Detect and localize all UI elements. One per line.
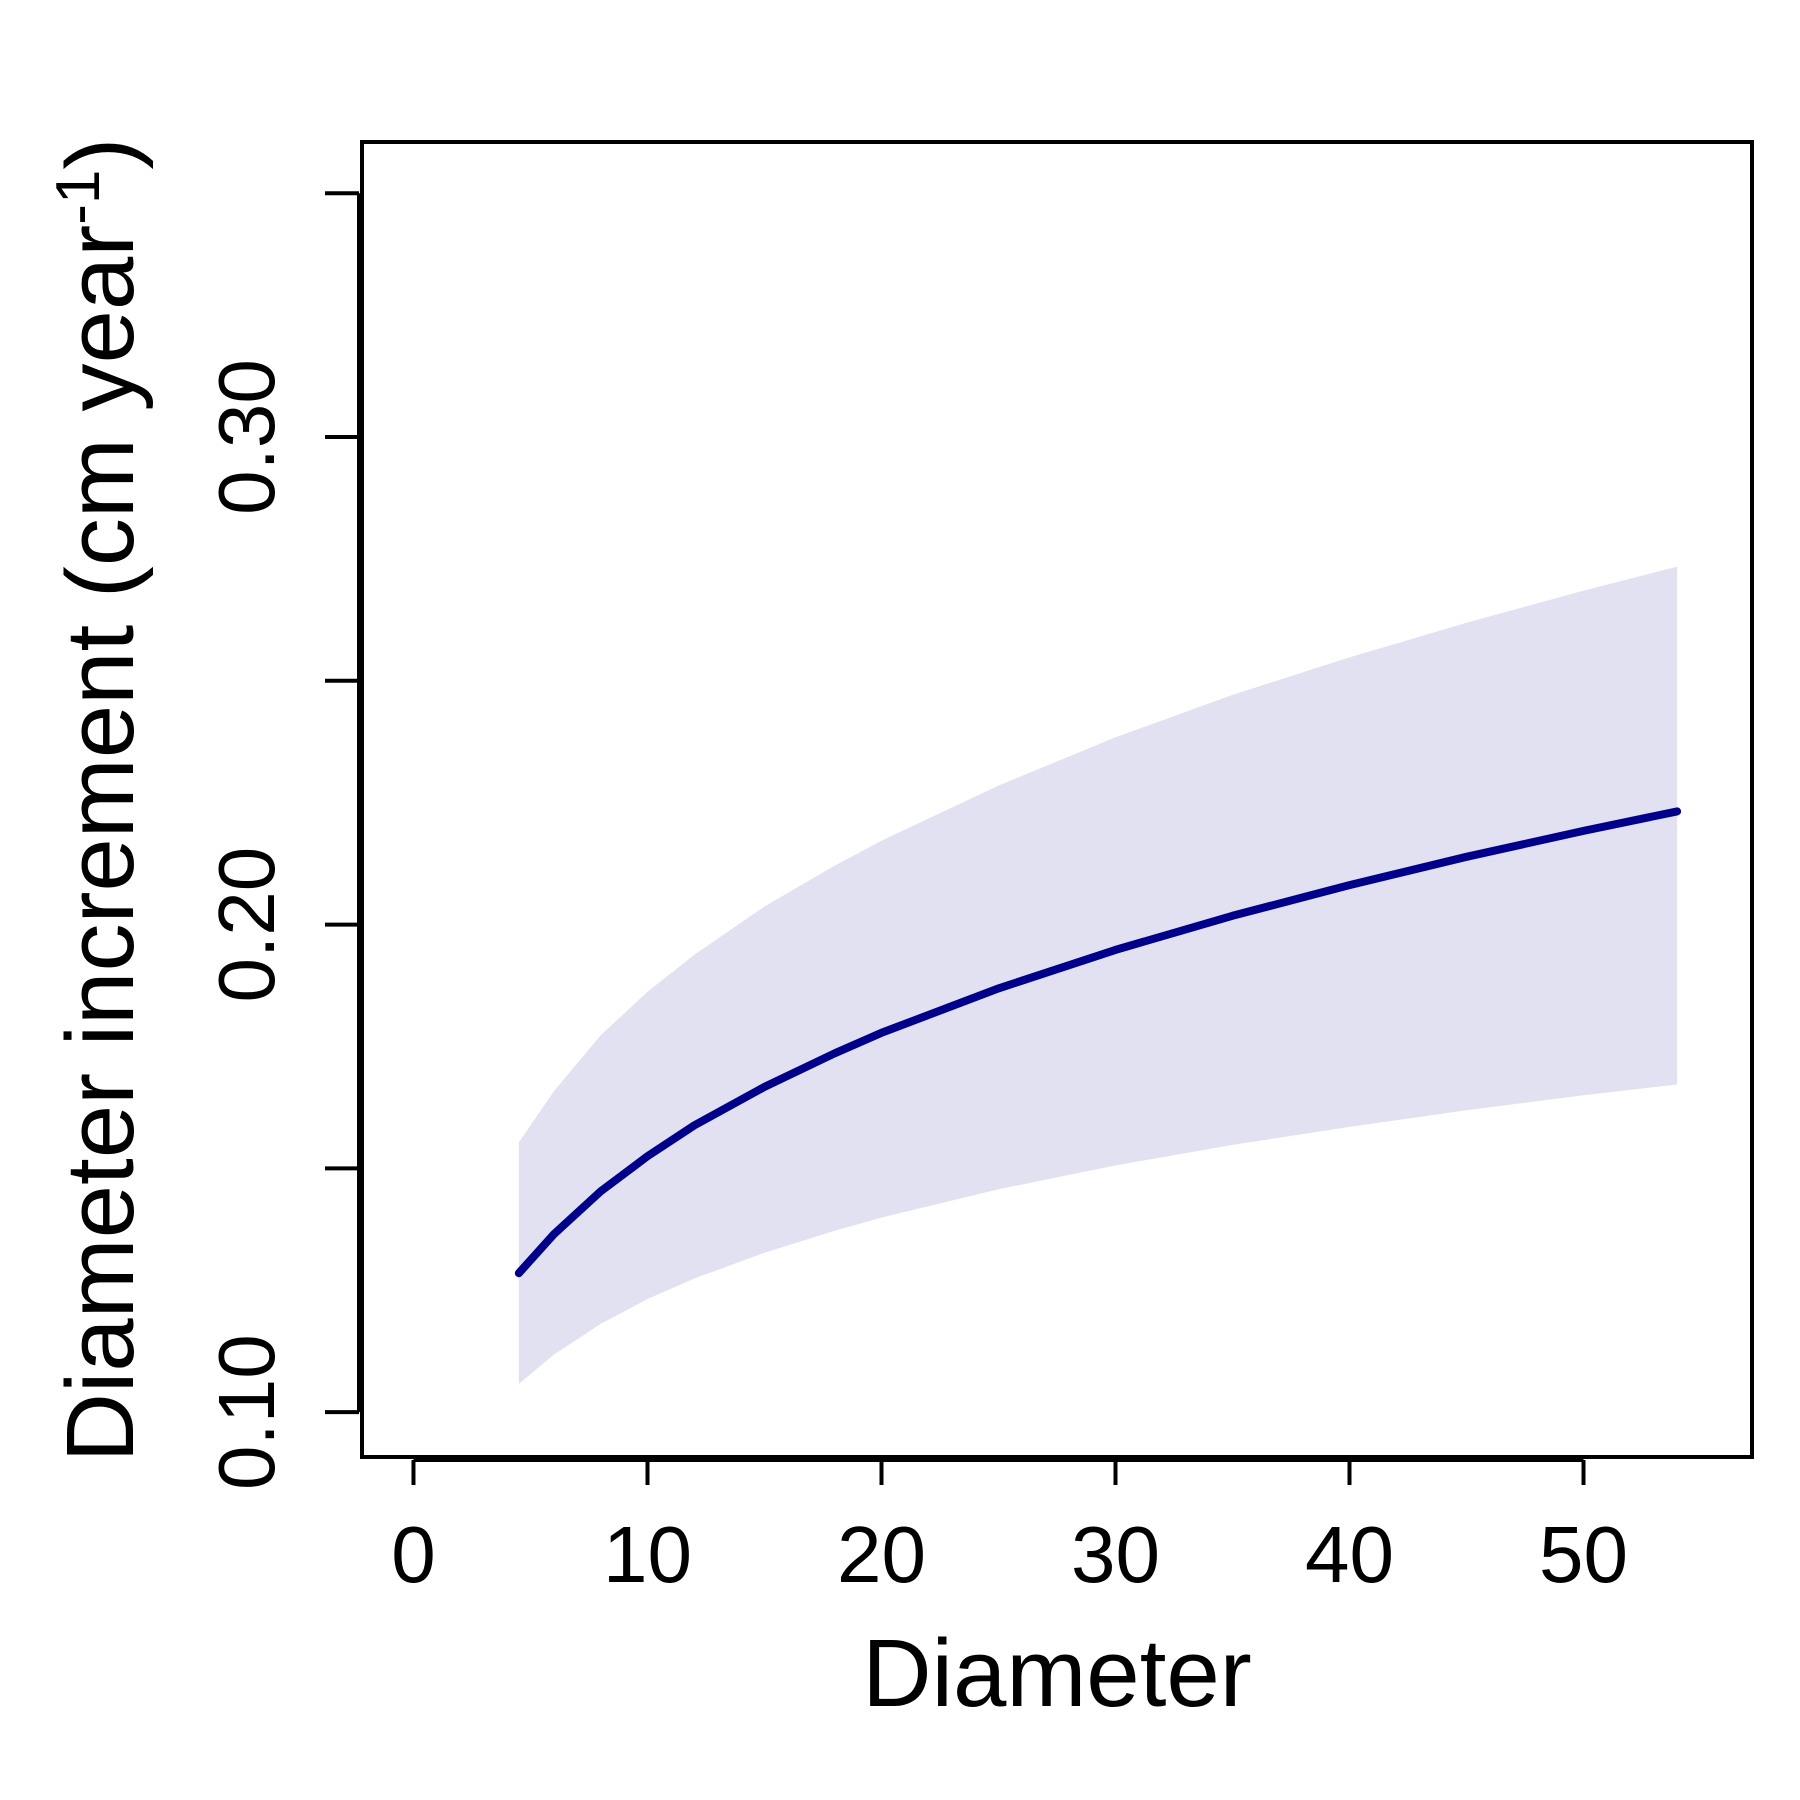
y-axis-title-main: Diameter increment (cm year <box>47 225 154 1463</box>
y-axis-title-superscript: -1 <box>44 170 113 225</box>
y-axis-title-close: ) <box>47 138 154 170</box>
x-axis-title: Diameter <box>862 1620 1251 1727</box>
x-tick-label-30: 30 <box>1071 1510 1160 1599</box>
x-axis: 0 10 20 30 40 50 <box>391 1458 1628 1599</box>
x-tick-label-40: 40 <box>1305 1510 1394 1599</box>
plot-frame <box>360 140 1754 1459</box>
x-tick-label-10: 10 <box>603 1510 692 1599</box>
x-tick-label-0: 0 <box>391 1510 436 1599</box>
y-axis: 0.10 0.20 0.30 <box>202 191 361 1490</box>
confidence-band <box>518 566 1678 1384</box>
y-axis-title: Diameter increment (cm year-1) <box>44 138 154 1463</box>
fit-line-0 <box>514 807 1682 1278</box>
x-tick-label-50: 50 <box>1539 1510 1628 1599</box>
y-tick-label-2: 0.20 <box>202 847 291 1003</box>
confidence-band-layer <box>518 566 1678 1384</box>
fit-line-layer <box>514 807 1682 1278</box>
y-tick-label-4: 0.30 <box>202 359 291 515</box>
x-tick-label-20: 20 <box>837 1510 926 1599</box>
y-tick-label-0: 0.10 <box>202 1334 291 1490</box>
